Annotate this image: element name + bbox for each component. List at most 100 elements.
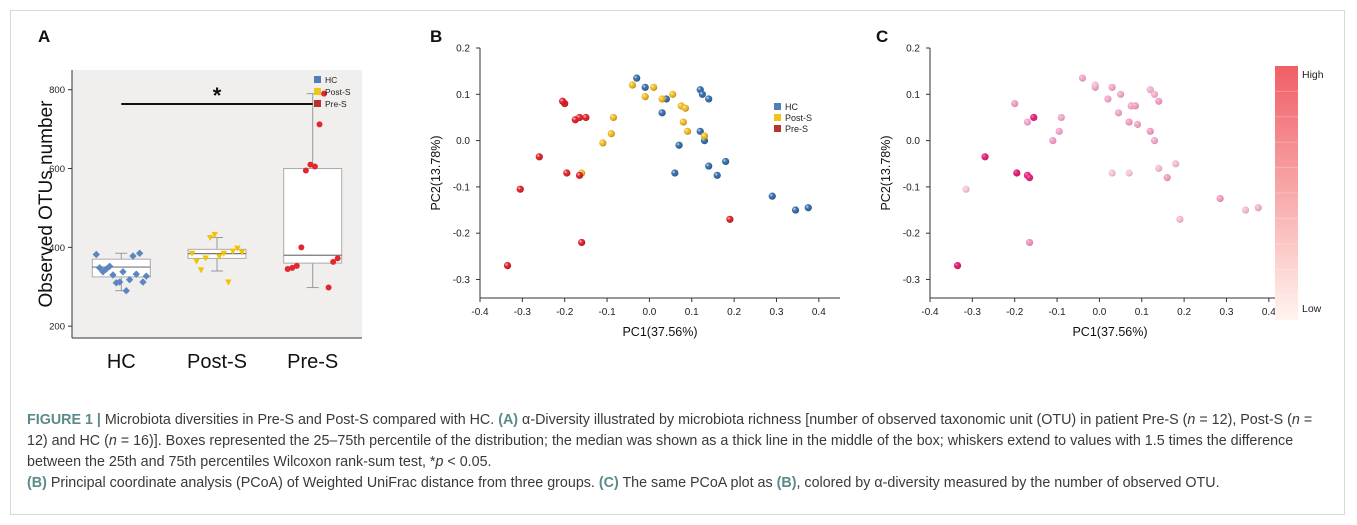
panel-a-y-axis-label: Observed OTUs number [36,100,57,308]
caption-n-3: n [108,433,117,449]
point-shade [1146,86,1154,94]
scatter-point [1078,74,1087,82]
scatter-point [658,95,666,103]
panel-a-y-tick-label: 800 [49,85,65,96]
panel-c-x-tick-label: 0.1 [1135,307,1149,318]
scatter-point [804,204,812,212]
box-point [92,250,100,259]
point-shade [575,113,584,122]
panel-b-x-tick-label: -0.3 [514,307,532,318]
box-point [225,279,232,286]
point-shade [1150,136,1159,145]
point-shade [575,171,584,179]
point-shade [607,130,615,138]
scatter-point [1030,113,1038,122]
panel-b-x-tick-label: 0.3 [770,307,784,318]
panel-b-x-tick-label: 0.0 [642,307,656,318]
scatter-point [705,95,713,103]
box-point [193,258,200,265]
scatter-point [503,261,512,270]
caption-a-label: (A) [498,412,519,428]
scatter-point [722,157,730,166]
scatter-point [675,141,683,149]
scatter-point [791,206,800,214]
scatter-point [1146,86,1154,94]
point-shade [1057,113,1065,122]
box-point [311,163,318,170]
scatter-point [681,104,690,112]
caption-text-1: Microbiota diversities in Pre-S and Post… [100,412,499,428]
point-shade [558,97,567,105]
point-shade [1114,109,1123,117]
scatter-point [1155,164,1163,172]
panel-a-y-tick-label: 600 [49,164,65,175]
point-shade [1150,90,1159,98]
box-point [105,262,114,270]
panel-a-legend: HC Post-S Pre-S [314,75,351,109]
legend-swatch [774,125,781,132]
legend-label: Post-S [325,87,351,97]
scatter-point [705,162,713,170]
box-iqr [283,168,343,264]
scatter-point [658,109,666,117]
scatter-point [1172,160,1180,168]
point-shade [953,261,962,270]
scatter-point [628,81,637,89]
scatter-point [1254,204,1262,212]
point-shade [1254,204,1262,212]
scatter-point [1176,215,1184,223]
point-shade [582,113,590,122]
point-shade [768,192,776,200]
panel-a-box-post-s [187,231,247,286]
box-point [284,266,291,273]
panel-a-box-pre-s [283,90,343,291]
point-shade [578,238,586,247]
point-shade [671,169,679,177]
caption-text-6: < 0.05. [443,454,492,470]
panel-c-y-tick-label: 0.0 [906,136,920,147]
scatter-point [650,83,658,91]
panel-c-x-tick-label: -0.4 [921,307,939,318]
point-shade [681,104,690,112]
caption-figure-label: FIGURE 1 | [27,412,101,428]
panel-b-y-tick-label: 0.1 [456,90,470,101]
caption-n-2: n [1291,412,1300,428]
panel-c-y-tick-label: -0.2 [903,229,921,240]
panel-a-x-tick-label: Pre-S [287,351,338,373]
point-shade [726,215,734,223]
caption-text-2: α-Diversity illustrated by microbiota ri… [518,412,1188,428]
scatter-point [607,130,615,138]
panel-a-significance-star: * [213,83,222,108]
point-shade [1108,169,1116,177]
panel-b-x-axis-label: PC1(37.56%) [622,325,697,339]
scatter-point [1023,118,1032,126]
point-shade [1023,118,1032,126]
panel-c-x-tick-label: 0.2 [1177,307,1191,318]
caption-text-5: = 16)]. Boxes represented the 25–75th pe… [27,433,1294,470]
panel-a-boxplot: 200 400 600 800 Observed OTUs number HC Post-S… [36,70,362,373]
legend-swatch [774,103,781,110]
point-shade [698,90,706,98]
figure-caption: FIGURE 1 | Microbiota diversities in Pre… [27,410,1332,494]
point-shade [1155,164,1163,172]
scatter-point [1091,81,1099,89]
box-point [129,252,137,260]
scatter-point [1013,169,1021,177]
box-point [302,167,309,174]
panel-a-x-tick-label: HC [107,351,136,373]
point-shade [981,153,989,161]
panel-c-colorbar: High Low [1275,66,1324,320]
box-point [321,90,328,97]
legend-label: HC [325,75,337,85]
box-point [119,268,127,276]
scatter-point [698,90,706,98]
scatter-point [1150,90,1159,98]
scatter-point [696,127,704,135]
scatter-point [1104,95,1112,103]
caption-b-label: (B) [27,475,47,491]
point-shade [535,153,543,161]
panel-c-y-tick-label: 0.1 [906,90,920,101]
legend-label: Pre-S [325,99,347,109]
caption-p-symbol: p [435,454,444,470]
